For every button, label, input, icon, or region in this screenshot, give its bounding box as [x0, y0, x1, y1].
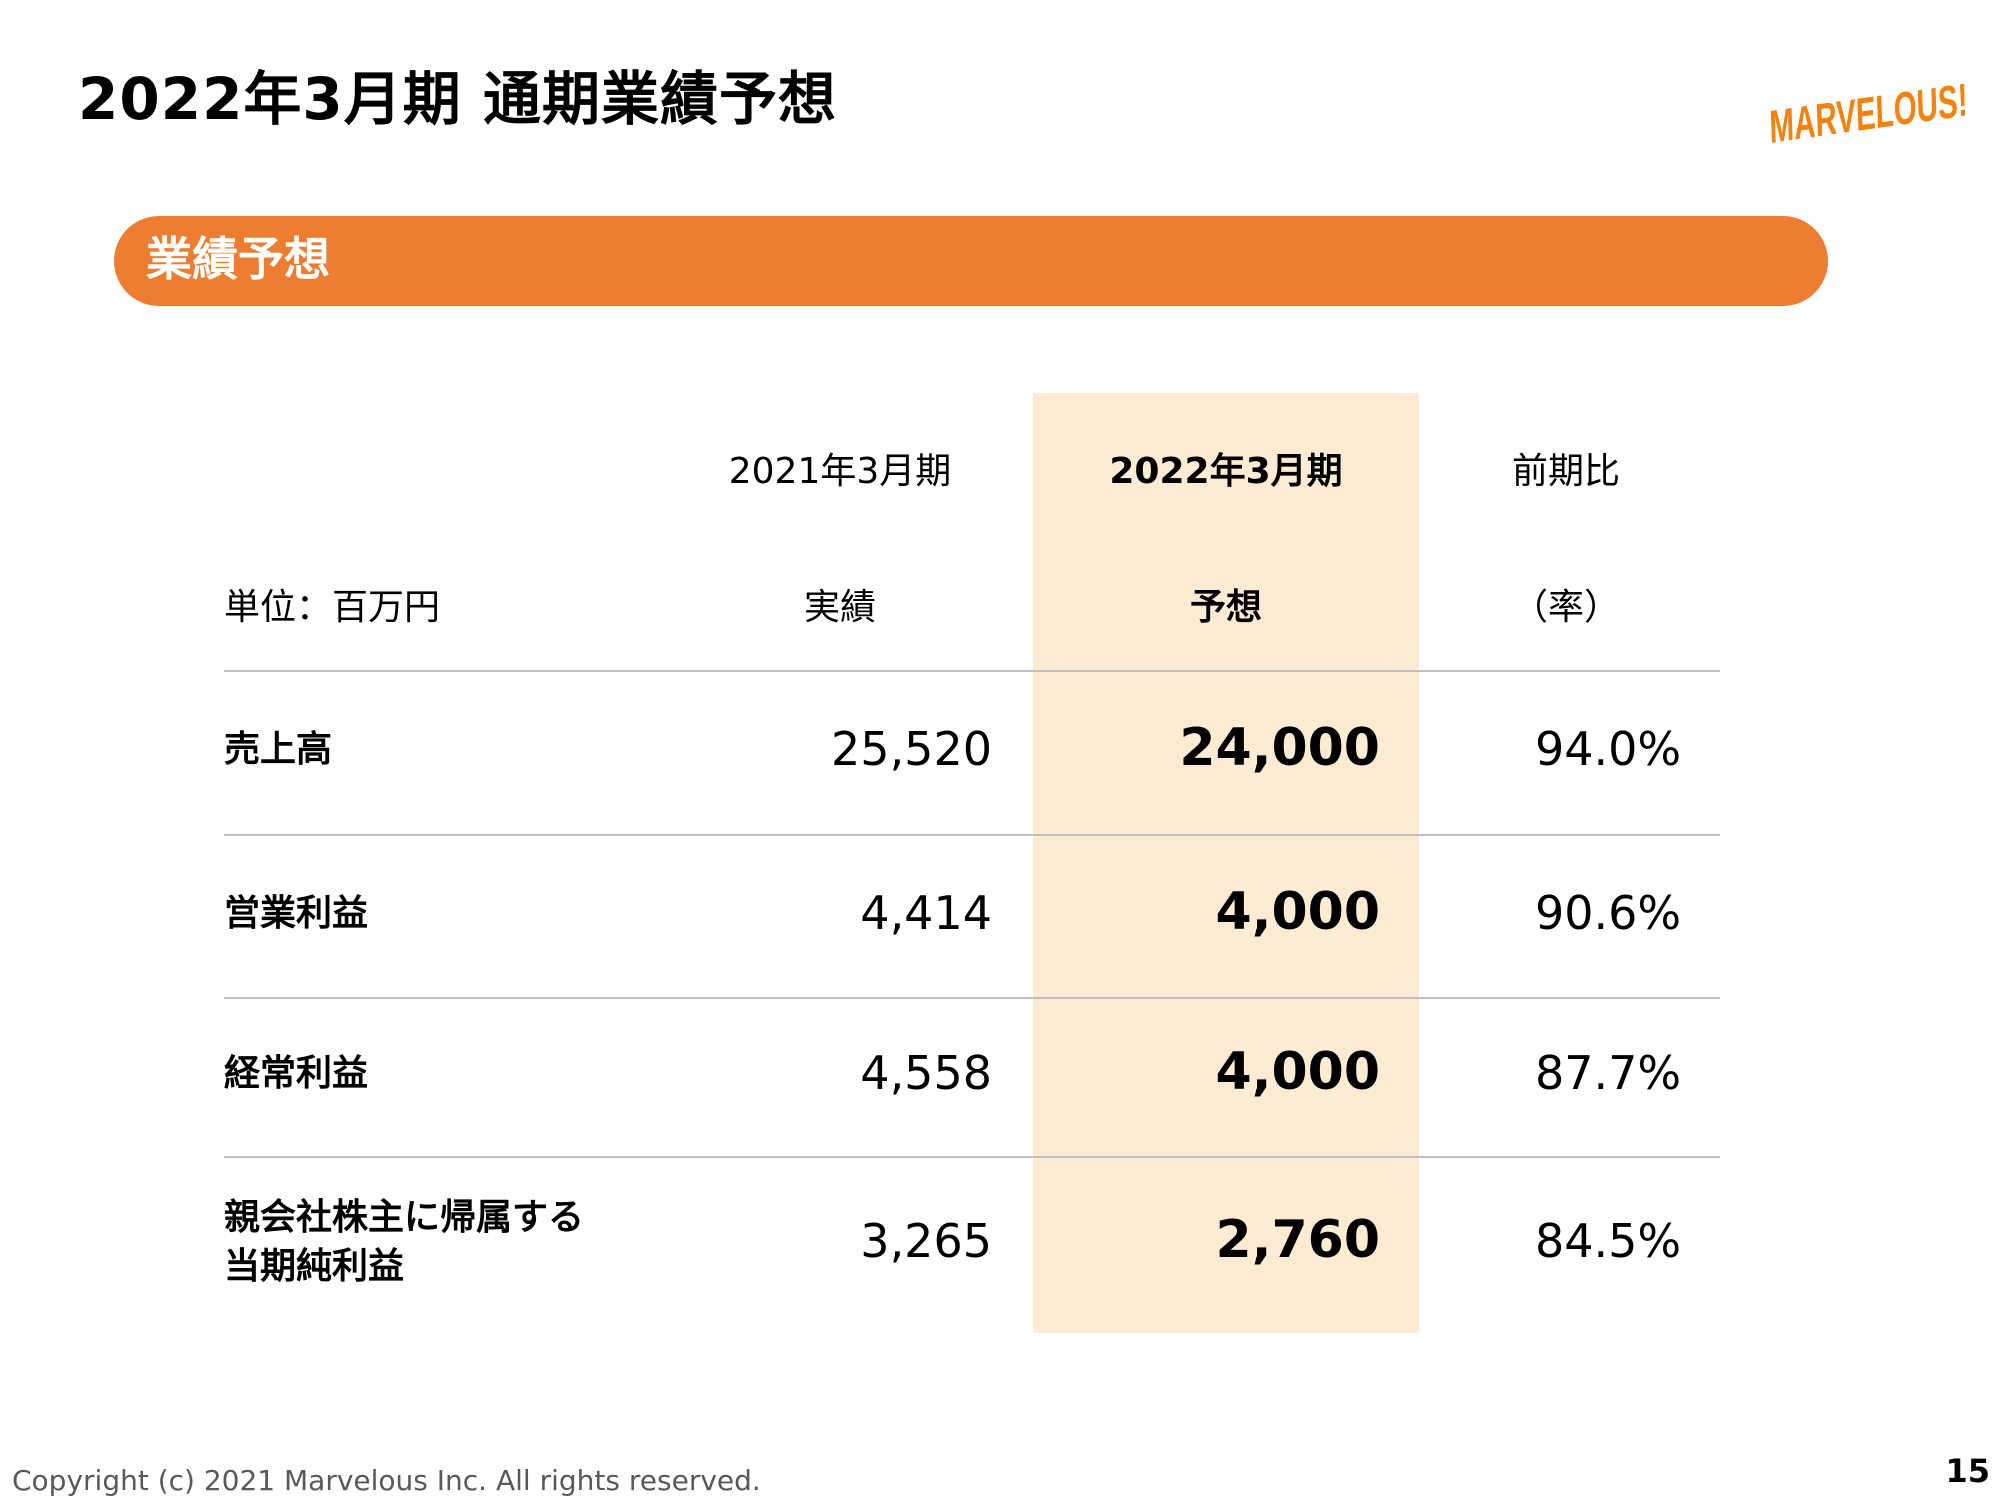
forecast-2022-value: 2,760	[1215, 1210, 1380, 1270]
forecast-2022-value: 24,000	[1179, 718, 1380, 778]
table-divider	[224, 1156, 1720, 1158]
table-divider	[224, 834, 1720, 836]
header-2022-year: 2022年3月期	[1109, 451, 1343, 492]
forecast-2022-value: 4,000	[1215, 1042, 1380, 1102]
ratio-value: 94.0%	[1535, 722, 1682, 776]
header-2021-type: 実績	[803, 587, 876, 628]
row-label: 営業利益	[224, 893, 369, 934]
actual-2021-value: 4,414	[860, 886, 992, 940]
logo-text: MARVELOUS!	[1769, 73, 1969, 153]
header-2021-year: 2021年3月期	[728, 451, 952, 492]
section-header-bar: 業績予想	[114, 216, 1828, 306]
section-label: 業績予想	[146, 232, 330, 286]
header-ratio-bottom: （率）	[1512, 587, 1621, 628]
ratio-value: 87.7%	[1535, 1046, 1682, 1100]
copyright-footer: Copyright (c) 2021 Marvelous Inc. All ri…	[12, 1464, 761, 1497]
actual-2021-value: 3,265	[860, 1214, 992, 1268]
slide-title: 2022年3月期 通期業績予想	[78, 65, 837, 133]
page-number: 15	[1945, 1452, 1990, 1490]
marvelous-logo: MARVELOUS!	[1769, 73, 1969, 153]
row-label-line1: 親会社株主に帰属する	[224, 1197, 585, 1238]
header-2022-type: 予想	[1189, 587, 1262, 628]
table-divider	[224, 670, 1720, 672]
row-label: 経常利益	[224, 1053, 369, 1094]
forecast-highlight-column	[1033, 393, 1419, 1333]
row-label: 売上高	[224, 729, 333, 770]
forecast-2022-value: 4,000	[1215, 882, 1380, 942]
unit-label: 単位：百万円	[224, 587, 441, 628]
ratio-value: 90.6%	[1535, 886, 1682, 940]
actual-2021-value: 25,520	[831, 722, 992, 776]
ratio-value: 84.5%	[1535, 1214, 1682, 1268]
actual-2021-value: 4,558	[860, 1046, 992, 1100]
row-label-line2: 当期純利益	[224, 1246, 405, 1287]
table-divider	[224, 997, 1720, 999]
header-ratio-top: 前期比	[1512, 451, 1621, 492]
